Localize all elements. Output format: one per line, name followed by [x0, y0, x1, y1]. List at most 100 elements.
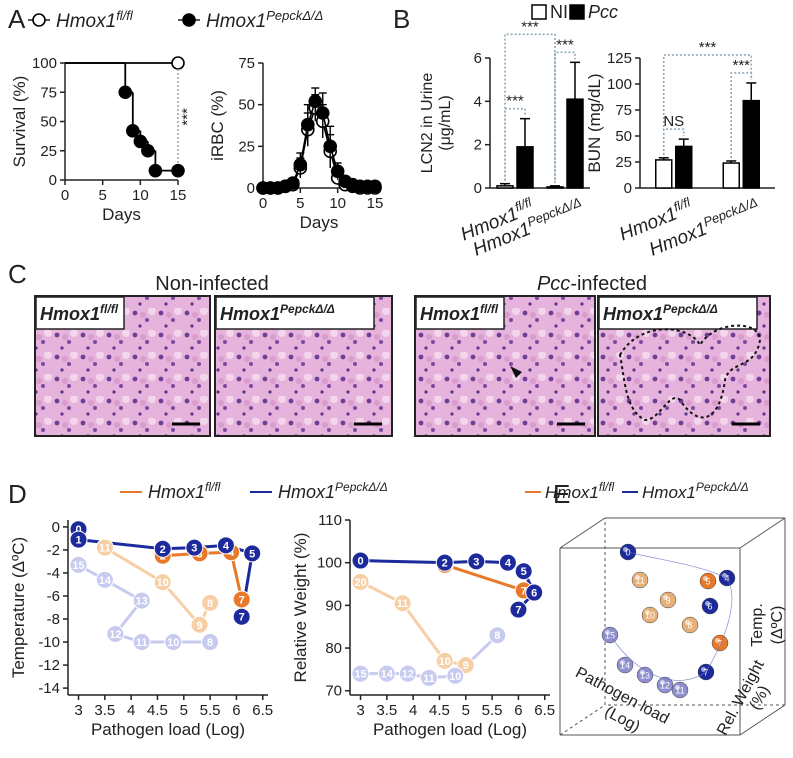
y-tick-label: 0 [49, 172, 57, 189]
day-point [132, 633, 151, 652]
x-tick-label: 0 [259, 195, 267, 212]
x-tick-label: 6 [514, 702, 522, 719]
sphere-highlight [645, 610, 650, 615]
day-point [393, 594, 412, 613]
y-tick-label: 75 [238, 55, 255, 72]
significance-bracket [504, 107, 526, 181]
day-label: 1 [75, 535, 81, 547]
group-title-rest: -infected [570, 273, 647, 295]
y-tick-label: 6 [474, 50, 482, 67]
legend-label: NI [550, 2, 568, 22]
bar [566, 98, 584, 189]
day-label: 0 [75, 524, 81, 536]
genotype-sup: fl/fl [100, 302, 119, 316]
x-tick-label: 5 [462, 702, 470, 719]
y-tick-label: -6 [47, 588, 60, 605]
cube-edge [739, 517, 786, 549]
day-point [216, 536, 235, 555]
day-point [525, 583, 544, 602]
point [330, 164, 345, 179]
sphere-label: 14 [620, 661, 630, 671]
bar [655, 159, 673, 189]
genotype-label: Hmox1fl/fl [148, 480, 221, 502]
y-tick-label: 4 [474, 93, 482, 110]
y-tick-label: 0 [247, 180, 255, 197]
genotype-label: Hmox1fl/fl [40, 302, 119, 324]
y-tick-label: 0 [474, 180, 482, 197]
genotype-sup: fl/fl [599, 480, 615, 494]
sphere-highlight [703, 576, 708, 581]
significance-label: *** [699, 39, 717, 56]
point [133, 134, 148, 149]
y-tick-label: 75 [40, 84, 57, 101]
day-point [435, 651, 454, 670]
x-tick-label: 4.5 [147, 702, 168, 719]
day-point [243, 544, 262, 563]
y-axis-label: (μg/mL) [437, 95, 454, 150]
day-label: 8 [207, 598, 213, 610]
genotype-sup: PepckΔ/Δ [663, 302, 718, 316]
point [323, 139, 338, 154]
significance-bracket [504, 33, 556, 183]
x-tick-label: 0 [61, 187, 69, 204]
axis-label: (ΔºC) [769, 606, 786, 645]
sphere-highlight [715, 638, 720, 643]
y-axis-label: Relative Weight (%) [291, 533, 310, 683]
sphere-label: 0 [625, 548, 630, 558]
x-axis-label: Days [102, 205, 141, 224]
sphere-label: 7 [717, 639, 722, 649]
day-point [232, 607, 251, 626]
day-label: 15 [72, 560, 84, 572]
day-point [95, 538, 114, 557]
day-label: 2 [160, 544, 166, 556]
y-tick-label: 50 [40, 114, 57, 131]
day-point [164, 633, 183, 652]
bar [516, 146, 534, 189]
x-tick-label: 3.5 [376, 702, 397, 719]
sphere-label: 6 [707, 602, 712, 612]
genotype-label: Hmox1fl/fl [420, 302, 499, 324]
trajectory-bundle [609, 551, 733, 681]
sphere-highlight [722, 573, 727, 578]
point [141, 143, 155, 158]
day-point [132, 591, 151, 610]
arrowhead [510, 366, 522, 378]
sphere-highlight [663, 595, 668, 600]
x-tick-label: 3 [74, 702, 82, 719]
significance-bracket [662, 54, 753, 155]
point [368, 179, 382, 194]
day-label: 7 [239, 594, 245, 606]
day-point [419, 668, 438, 687]
day-label: 6 [531, 588, 537, 600]
image-label-box [598, 296, 758, 330]
image-label-box [35, 296, 125, 330]
bar [742, 99, 760, 189]
day-label: 4 [228, 547, 235, 559]
cube-edge [559, 517, 606, 549]
genotype-sup: fl/fl [205, 480, 221, 494]
x-axis-label: Days [300, 213, 339, 232]
day-label: 12 [402, 669, 414, 681]
sphere-highlight [660, 680, 665, 685]
day-label: 4 [223, 540, 230, 552]
day-label: 10 [439, 656, 451, 668]
day-label: 11 [397, 598, 409, 610]
sphere-highlight [635, 575, 640, 580]
sphere-label: 13 [640, 671, 650, 681]
genotype-sup: fl/fl [512, 194, 534, 215]
genotype-sup: fl/fl [116, 8, 134, 23]
day-point [377, 664, 396, 683]
y-tick-label: 25 [238, 138, 255, 155]
sphere-label: 11 [675, 686, 684, 696]
axis-label: Temp. [749, 603, 766, 647]
sphere-label: 5 [705, 577, 710, 587]
significance-label: *** [732, 57, 750, 74]
y-tick-label: -14 [38, 680, 60, 697]
day-label: 3 [473, 556, 479, 568]
day-label: 5 [249, 548, 255, 560]
day-point [201, 593, 220, 612]
day-point [106, 624, 125, 643]
day-label: 8 [207, 637, 213, 649]
